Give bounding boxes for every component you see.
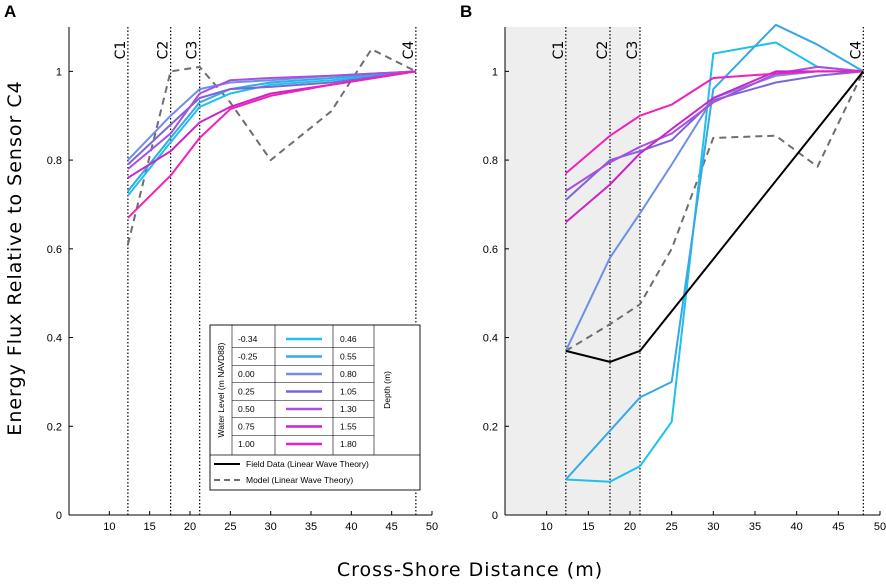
panel-a-sensor-label-c1: C1 xyxy=(113,41,129,60)
panel-b-sensor-label-c3: C3 xyxy=(625,41,641,60)
panel-a: C1 C2 C3 C4 0 0.2 0.4 0.6 0.8 1 10 15 20 25 30 35 40 45 50 xyxy=(47,27,438,533)
legend-level-0: -0.34 xyxy=(238,334,258,344)
legend-field-label: Field Data (Linear Wave Theory) xyxy=(246,459,369,469)
legend-depth-5: 1.55 xyxy=(340,422,357,432)
panel-a-letter: A xyxy=(4,2,16,21)
legend-water-level-title: Water Level (m NAVD88) xyxy=(216,342,226,437)
legend-level-5: 0.75 xyxy=(238,422,255,432)
y-axis-label: Energy Flux Relative to Sensor C4 xyxy=(4,80,26,435)
panel-b-x-tick-label: 40 xyxy=(791,521,803,533)
panel-b-series-level-neg0-25 xyxy=(565,23,864,481)
panel-a-y-tick-label: 0.8 xyxy=(47,155,62,167)
panel-b-series-level-1-00 xyxy=(565,70,864,175)
panel-a-x-tick-label: 50 xyxy=(426,521,438,533)
panel-b-x-tick-label: 20 xyxy=(624,521,636,533)
legend-level-6: 1.00 xyxy=(238,439,255,449)
legend-depth-4: 1.30 xyxy=(340,404,357,414)
panel-b-x-tick-label: 15 xyxy=(582,521,594,533)
panel-a-y-tick-label: 0 xyxy=(56,510,62,522)
panel-b-x-tick-label: 10 xyxy=(541,521,553,533)
panel-a-series-level-neg0-34 xyxy=(127,70,417,197)
legend-depth-3: 1.05 xyxy=(340,387,357,397)
panel-a-series-level-1-00 xyxy=(127,70,417,219)
panel-a-x-tick-label: 40 xyxy=(345,521,357,533)
legend: Water Level (m NAVD88) Depth (m) -0.34 0.… xyxy=(209,324,421,491)
panel-b-x-tick-label: 30 xyxy=(707,521,719,533)
panel-b: C1 C2 C3 C4 0 0.2 0.4 0.6 0.8 1 10 15 20 25 30 35 40 45 50 xyxy=(483,23,886,533)
legend-level-1: -0.25 xyxy=(238,352,258,362)
panel-a-y-tick-label: 0.4 xyxy=(47,333,62,345)
panel-b-x-tick-label: 50 xyxy=(874,521,886,533)
panel-b-series-model xyxy=(565,70,865,352)
panel-b-y-tick-label: 1 xyxy=(492,66,498,78)
panel-b-y-tick-label: 0.6 xyxy=(483,244,498,256)
panel-a-x-tick-label: 45 xyxy=(386,521,398,533)
legend-depth-title: Depth (m) xyxy=(382,371,392,409)
panel-a-series-level-0-25 xyxy=(127,70,417,166)
panel-b-x-tick-label: 45 xyxy=(832,521,844,533)
panel-b-series-level-0-50 xyxy=(565,65,864,192)
panel-a-x-tick-label: 30 xyxy=(265,521,277,533)
legend-level-3: 0.25 xyxy=(238,387,255,397)
legend-box xyxy=(209,324,421,491)
panel-b-y-tick-label: 0.4 xyxy=(483,333,498,345)
panel-b-y-tick-label: 0 xyxy=(492,510,498,522)
legend-model-label: Model (Linear Wave Theory) xyxy=(246,475,353,485)
panel-a-y-tick-label: 0.6 xyxy=(47,244,62,256)
panel-b-sensor-label-c4: C4 xyxy=(848,41,864,60)
panel-a-x-tick-label: 35 xyxy=(305,521,317,533)
panel-a-x-tick-label: 15 xyxy=(144,521,156,533)
panel-b-sensor-label-c1: C1 xyxy=(551,41,567,60)
panel-a-series-level-0-50 xyxy=(127,70,416,170)
legend-level-4: 0.50 xyxy=(238,404,255,414)
panel-a-series-model xyxy=(126,48,417,245)
panel-a-x-tick-label: 20 xyxy=(184,521,196,533)
panel-b-x-tick-label: 25 xyxy=(666,521,678,533)
legend-depth-6: 1.80 xyxy=(340,439,357,449)
panel-a-x-tick-label: 25 xyxy=(224,521,236,533)
panel-a-sensor-label-c3: C3 xyxy=(185,41,201,60)
panel-a-y-tick-label: 1 xyxy=(56,66,62,78)
panel-b-x-tick-label: 35 xyxy=(749,521,761,533)
panel-a-y-tick-label: 0.2 xyxy=(47,421,62,433)
panel-a-sensor-label-c2: C2 xyxy=(156,41,172,60)
panel-a-x-tick-label: 10 xyxy=(103,521,115,533)
panel-b-series-field-data xyxy=(565,70,865,363)
panel-b-y-tick-label: 0.8 xyxy=(483,155,498,167)
panel-b-letter: B xyxy=(460,2,472,21)
legend-depth-0: 0.46 xyxy=(340,334,357,344)
legend-depth-2: 0.80 xyxy=(340,369,357,379)
legend-level-2: 0.00 xyxy=(238,369,255,379)
panel-b-y-tick-label: 0.2 xyxy=(483,421,498,433)
panel-b-sensor-label-c2: C2 xyxy=(595,41,611,60)
panel-b-shaded-region xyxy=(505,27,640,515)
panel-a-sensor-label-c4: C4 xyxy=(401,41,417,60)
x-axis-label: Cross-Shore Distance (m) xyxy=(337,559,603,581)
legend-depth-1: 0.55 xyxy=(340,352,357,362)
